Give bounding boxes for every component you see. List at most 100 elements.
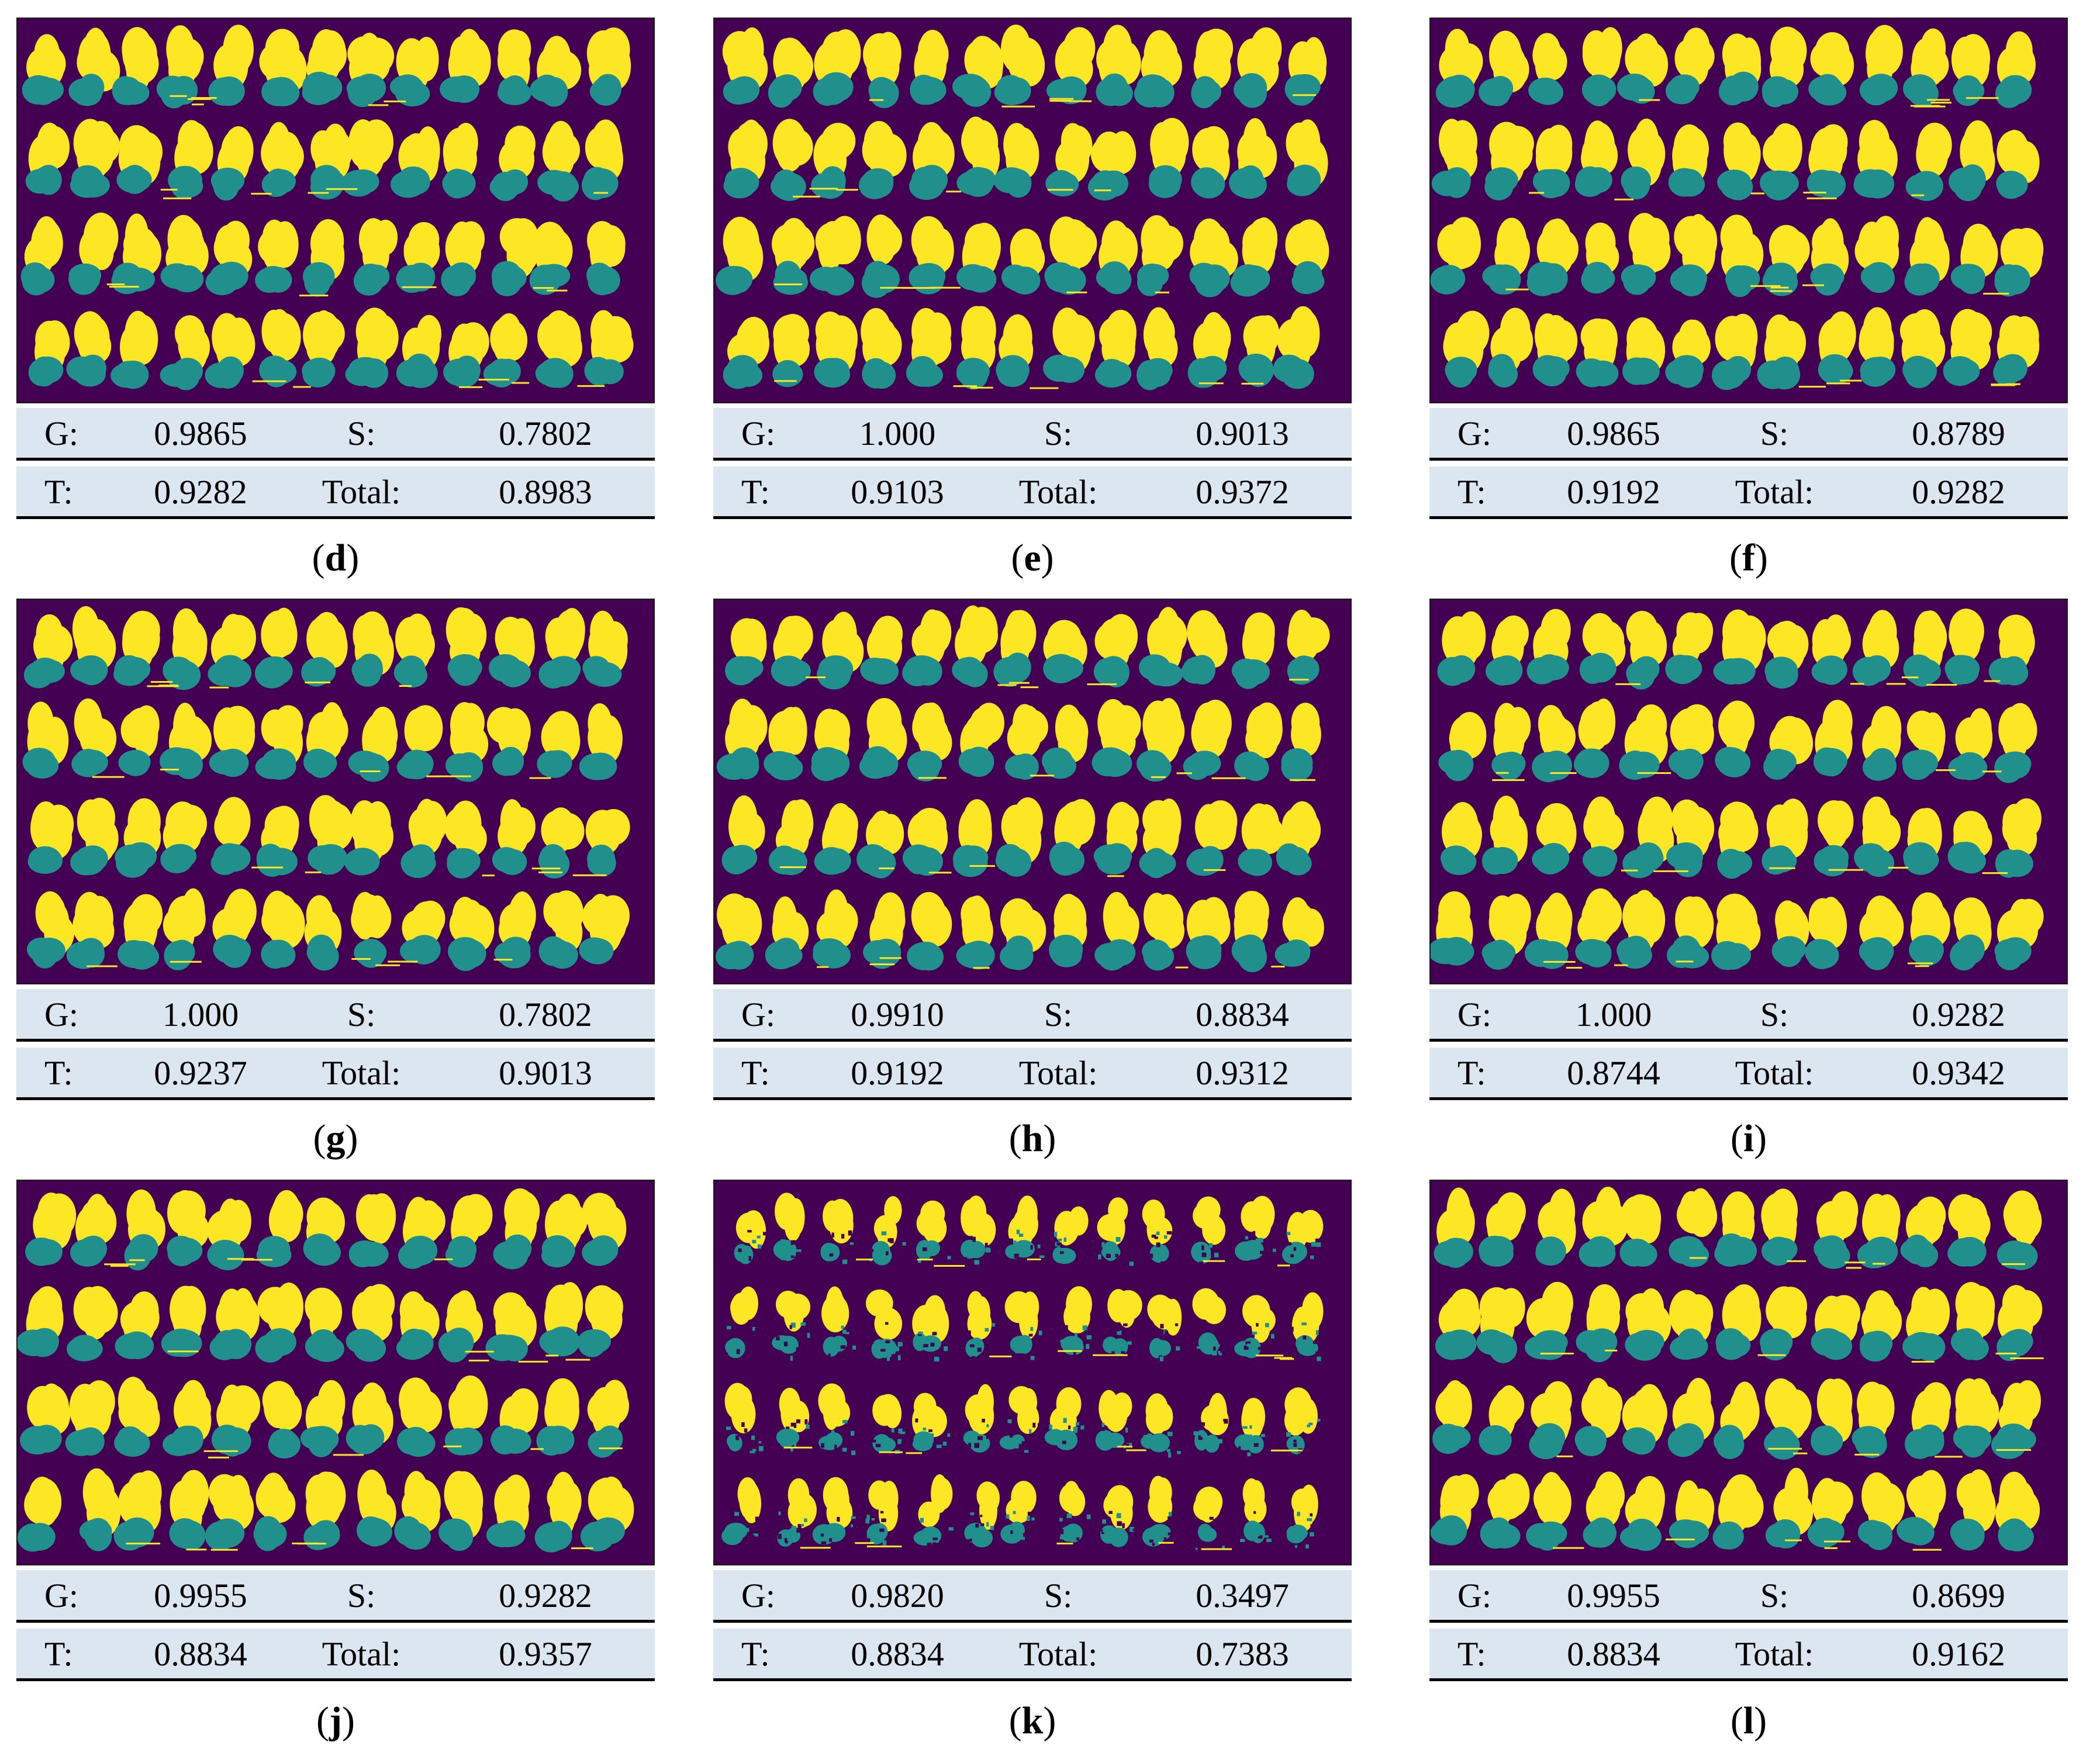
plant-blob xyxy=(22,701,69,779)
plant-blob xyxy=(1995,1471,2040,1551)
plant-blob xyxy=(538,807,585,879)
plant-blob xyxy=(1193,1487,1229,1550)
plant-blob xyxy=(303,1471,346,1550)
streak xyxy=(774,284,803,285)
panel-letter: i xyxy=(1743,1117,1754,1160)
plant-blob xyxy=(811,123,856,199)
plant-blob xyxy=(255,1283,304,1363)
plant-blob xyxy=(1525,1281,1573,1360)
value-total: 0.9162 xyxy=(1912,1635,2005,1673)
label-t: T: xyxy=(1457,1054,1486,1092)
value-t: 0.8834 xyxy=(851,1635,944,1673)
streak xyxy=(1787,1260,1807,1262)
plant-blob xyxy=(66,311,112,387)
plant-blob xyxy=(28,320,70,387)
plant-blob xyxy=(956,306,996,390)
streak xyxy=(1770,286,1789,289)
plant-blob xyxy=(211,1384,261,1457)
panel-caption: (k) xyxy=(1008,1699,1056,1742)
value-s: 0.9013 xyxy=(1196,414,1289,452)
label-g: G: xyxy=(44,1577,78,1615)
plant-blob xyxy=(813,889,858,969)
plant-blob xyxy=(256,806,299,877)
plant-blob xyxy=(1713,609,1766,685)
plant-blob xyxy=(70,119,120,198)
plant-blob xyxy=(438,1290,483,1363)
plant-blob xyxy=(865,1480,899,1546)
plant-blob xyxy=(952,605,999,687)
plant-blob xyxy=(811,708,851,782)
plant-blob xyxy=(1807,124,1848,199)
score-row: T: 0.8834 Total: 0.9162 xyxy=(1429,1629,2068,1681)
streak xyxy=(1543,960,1576,963)
streak xyxy=(1008,682,1030,684)
streak xyxy=(1983,292,2009,295)
plant-blob xyxy=(1231,891,1269,973)
streak xyxy=(774,380,797,382)
plant-blob xyxy=(110,310,158,389)
plant-blob xyxy=(1431,119,1478,198)
streak xyxy=(1807,197,1837,199)
label-g: G: xyxy=(741,996,775,1034)
plant-blob xyxy=(1711,313,1758,390)
plant-blob xyxy=(534,1471,582,1553)
plant-blob xyxy=(1148,117,1189,198)
plant-blob xyxy=(580,1477,634,1551)
plant-blob xyxy=(1191,1196,1229,1268)
score-row: G: 0.9955 S: 0.8699 xyxy=(1429,1570,2068,1623)
panel-letter: g xyxy=(326,1117,346,1160)
streak xyxy=(1995,1353,2017,1354)
plant-blob xyxy=(1043,620,1087,683)
plant-blob xyxy=(776,1388,810,1452)
plant-blob xyxy=(1761,799,1808,875)
plant-blob xyxy=(1231,612,1275,689)
plant-blob xyxy=(1141,1393,1181,1458)
plant-blob xyxy=(168,120,213,199)
plant-blob xyxy=(1715,700,1755,777)
streak xyxy=(459,386,483,388)
plant-blob xyxy=(1286,1484,1321,1548)
plant-blob xyxy=(1137,215,1183,296)
streak xyxy=(547,289,568,292)
plant-blob xyxy=(301,611,348,687)
value-s: 0.7802 xyxy=(499,414,592,452)
streak xyxy=(1621,869,1638,872)
plant-blob xyxy=(1491,703,1531,781)
score-table: G: 1.000 S: 0.7802 T: 0.9237 Total: 0.9013 xyxy=(16,989,655,1100)
score-table: G: 1.000 S: 0.9013 T: 0.9103 Total: 0.9372 xyxy=(713,408,1352,519)
streak xyxy=(1540,1353,1574,1355)
panel-g: G: 1.000 S: 0.7802 T: 0.9237 Total: 0.9013 xyxy=(16,599,662,1100)
panel-k: G: 0.9820 S: 0.3497 T: 0.8834 Total: 0.7383 xyxy=(713,1180,1359,1681)
plant-blob xyxy=(1193,1392,1229,1453)
plant-blob xyxy=(124,1189,166,1271)
streak xyxy=(186,1548,207,1551)
plant-blob xyxy=(909,122,955,201)
segmentation-map xyxy=(18,1188,634,1553)
plant-blob xyxy=(909,216,954,295)
plant-blob xyxy=(1669,1188,1718,1267)
streak xyxy=(160,768,179,770)
panel-caption: (e) xyxy=(1011,537,1054,579)
plant-blob xyxy=(813,29,861,106)
streak xyxy=(1176,772,1193,775)
plant-blob xyxy=(1763,716,1814,780)
panel-i: G: 1.000 S: 0.9282 T: 0.8744 Total: 0.9342 xyxy=(1429,599,2075,1100)
plant-blob xyxy=(497,29,532,105)
plant-blob xyxy=(346,1284,395,1362)
plant-blob xyxy=(1810,218,1849,296)
streak xyxy=(879,957,902,959)
streak xyxy=(1505,288,1529,291)
streak xyxy=(1495,772,1509,774)
plant-blob xyxy=(1667,1378,1715,1457)
plant-blob xyxy=(400,799,447,879)
plant-blob xyxy=(716,216,764,295)
streak xyxy=(326,188,358,190)
plant-blob xyxy=(1435,29,1483,108)
plant-blob xyxy=(907,891,952,971)
streak xyxy=(1117,1446,1132,1448)
plant-blob xyxy=(115,1291,160,1360)
plant-blob xyxy=(397,1377,443,1457)
plant-blob xyxy=(1668,124,1709,197)
streak xyxy=(384,101,406,102)
